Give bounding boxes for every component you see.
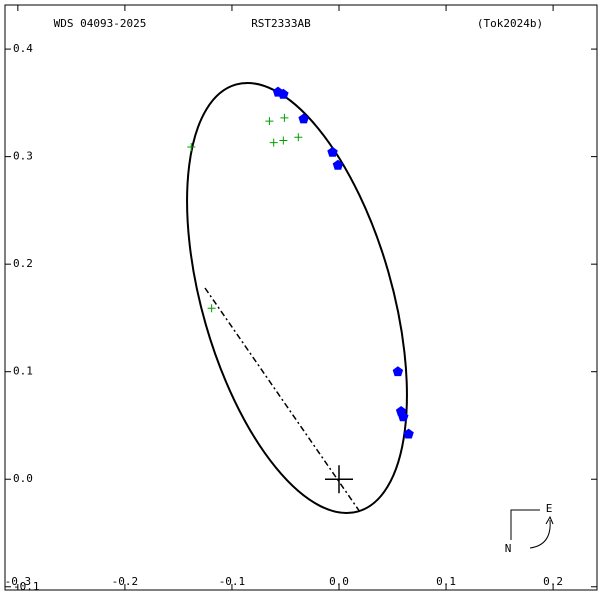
- observation: [332, 159, 344, 170]
- observation: [278, 88, 289, 99]
- y-tick-label: 0.1: [13, 365, 33, 378]
- frame: [4, 4, 598, 591]
- compass-east: E: [546, 502, 553, 515]
- line-of-nodes: [204, 287, 361, 513]
- x-tick-label: -0.1: [219, 575, 246, 588]
- annotation: (Tok2024b): [477, 17, 543, 30]
- compass-arrow: [529, 519, 551, 549]
- y-tick-label: 0.2: [13, 257, 33, 270]
- compass-arrowhead: [545, 515, 554, 525]
- orbit: [186, 81, 408, 515]
- x-tick-label: 0.0: [329, 575, 349, 588]
- x-tick-label: -0.3: [5, 575, 32, 588]
- x-tick-label: 0.2: [543, 575, 563, 588]
- observation: [187, 142, 196, 151]
- primary-star: [325, 465, 354, 494]
- observation: [279, 136, 288, 145]
- observation: [269, 138, 278, 147]
- compass-north: N: [505, 542, 512, 555]
- observation: [265, 117, 274, 126]
- observation: [398, 411, 409, 422]
- observation: [207, 304, 216, 313]
- observation: [403, 428, 414, 439]
- observation: [294, 133, 303, 142]
- y-tick-label: 0.3: [13, 150, 33, 163]
- compass: N E: [505, 502, 554, 555]
- x-tick-label: 0.1: [436, 575, 456, 588]
- observation: [298, 113, 309, 124]
- observation: [392, 366, 404, 377]
- chart-subtitle: RST2333AB: [251, 17, 311, 30]
- y-tick-label: 0.4: [13, 42, 33, 55]
- x-tick-label: -0.2: [112, 575, 139, 588]
- observation: [280, 113, 289, 122]
- observation: [327, 146, 338, 157]
- chart-title: WDS 04093-2025: [54, 17, 147, 30]
- compass-axes: [510, 509, 540, 540]
- y-tick-label: 0.0: [13, 472, 33, 485]
- y-tick-label: -0.1: [13, 580, 40, 593]
